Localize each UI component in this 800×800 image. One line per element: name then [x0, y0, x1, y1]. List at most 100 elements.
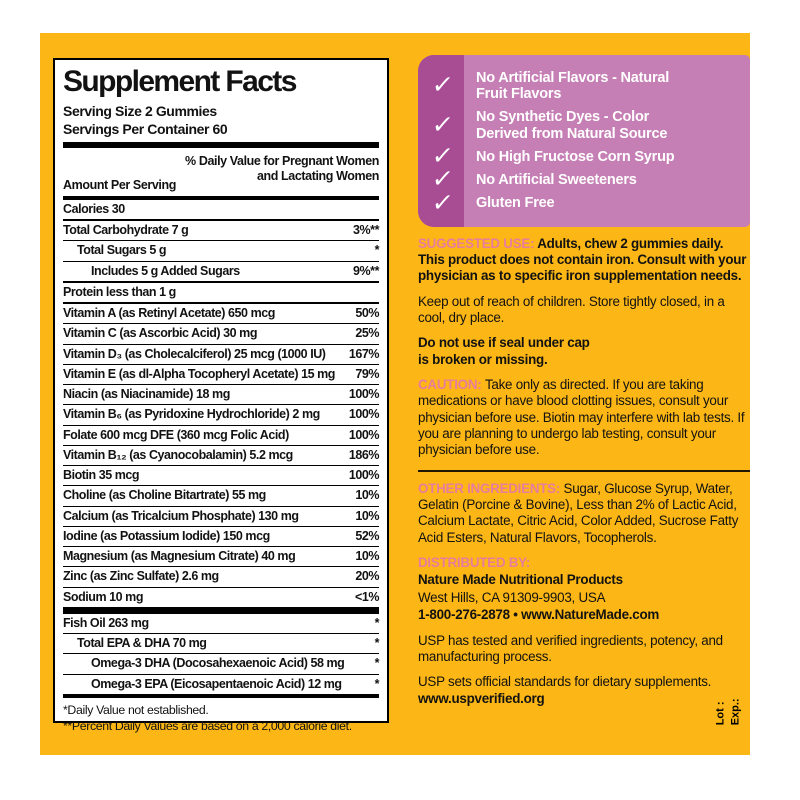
usage-paragraph: DISTRIBUTED BY:: [418, 555, 750, 571]
lot-exp-label: Lot : Exp.:: [714, 699, 744, 726]
claim-text: No Artificial Sweeteners: [476, 172, 637, 189]
nutrient-value: *: [374, 615, 380, 630]
nutrient-row: Biotin 35 mcg 100%: [63, 466, 379, 487]
serving-size: Serving Size 2 Gummies: [63, 102, 217, 119]
nutrient-row: Sodium 10 mg <1%: [63, 588, 379, 614]
check-icon: ✓: [430, 188, 455, 217]
section-label: OTHER INGREDIENTS:: [418, 480, 564, 496]
nutrient-name: Choline (as Choline Bitartrate) 55 mg: [63, 488, 266, 503]
usage-paragraph: Keep out of reach of children. Store tig…: [418, 294, 750, 327]
nutrient-value: 25%: [355, 326, 379, 341]
nutrient-value: *: [374, 656, 380, 671]
nutrient-name: Sodium 10 mg: [63, 589, 144, 604]
claim-item: ✓ No Artificial Sweeteners: [430, 165, 742, 193]
nutrient-name: Omega-3 DHA (Docosahexaenoic Acid) 58 mg: [91, 656, 345, 671]
lot-label: Lot :: [714, 701, 727, 726]
nutrient-name: Calories 30: [63, 201, 125, 216]
text-segment: Keep out of reach of children. Store tig…: [418, 293, 725, 326]
nutrient-row: Total EPA & DHA 70 mg *: [63, 634, 380, 655]
section-label: SUGGESTED USE:: [418, 235, 538, 251]
nutrient-row: Vitamin C (as Ascorbic Acid) 30 mg 25%: [63, 324, 379, 345]
nutrient-value: 10%: [355, 488, 379, 503]
nutrient-name: Fish Oil 263 mg: [63, 615, 149, 630]
nutrient-value: 3%**: [353, 223, 379, 238]
text-segment: USP has tested and verified ingredients,…: [418, 632, 723, 664]
header-divider: [63, 195, 379, 200]
nutrient-row: Vitamin B₆ (as Pyridoxine Hydrochloride)…: [63, 405, 380, 426]
text-segment: Nature Made Nutritional Products: [418, 572, 623, 588]
nutrient-name: Biotin 35 mcg: [63, 468, 140, 483]
nutrient-row: Calories 30: [63, 200, 379, 222]
usage-paragraph: CAUTION: Take only as directed. If you a…: [418, 377, 750, 459]
usage-paragraph: USP has tested and verified ingredients,…: [418, 633, 750, 666]
yellow-panel: Supplement Facts Serving Size 2 Gummies …: [40, 33, 750, 755]
usage-paragraph: SUGGESTED USE: Adults, chew 2 gummies da…: [418, 236, 750, 285]
footnotes: *Daily Value not established. **Percent D…: [63, 703, 379, 735]
text-segment: USP sets official standards for dietary …: [418, 674, 712, 690]
nutrient-row: Magnesium (as Magnesium Citrate) 40 mg 10…: [63, 547, 379, 568]
supplement-facts-box: Supplement Facts Serving Size 2 Gummies …: [53, 58, 389, 733]
usage-paragraph: Do not use if seal under cap is broken o…: [418, 335, 750, 368]
exp-label: Exp.:: [729, 698, 742, 726]
nutrient-value: 10%: [355, 508, 379, 523]
section-label: DISTRIBUTED BY:: [418, 555, 531, 571]
nutrient-row: Total Carbohydrate 7 g 3%**: [63, 221, 379, 242]
nutrient-name: Includes 5 g Added Sugars: [91, 263, 240, 278]
usage-info: SUGGESTED USE: Adults, chew 2 gummies da…: [418, 236, 750, 707]
nutrient-value: 20%: [355, 569, 379, 584]
nutrient-name: Vitamin B₆ (as Pyridoxine Hydrochloride)…: [63, 407, 320, 422]
footnote-line: **Percent Daily Values are based on a 2,…: [63, 718, 352, 733]
servings-per-container: Servings Per Container 60: [63, 120, 228, 137]
nutrient-name: Magnesium (as Magnesium Citrate) 40 mg: [63, 549, 296, 564]
nutrient-name: Iodine (as Potassium Iodide) 150 mcg: [63, 528, 270, 543]
nutrient-name: Vitamin A (as Retinyl Acetate) 650 mcg: [63, 306, 275, 321]
claims-strip: [418, 55, 464, 227]
nutrient-name: Total Sugars 5 g: [77, 243, 167, 258]
nutrient-row: Omega-3 DHA (Docosahexaenoic Acid) 58 mg…: [63, 654, 380, 675]
nutrient-row: Vitamin A (as Retinyl Acetate) 650 mcg 50…: [63, 304, 379, 325]
claim-text: Gluten Free: [476, 195, 555, 212]
nutrient-value: 9%**: [353, 263, 379, 278]
text-segment: West Hills, CA 91309-9903, USA: [418, 589, 606, 605]
section-divider: [418, 469, 750, 472]
text-segment: Adults, chew 2 gummies daily. This produ…: [418, 235, 747, 284]
nutrient-row: Protein less than 1 g: [63, 283, 379, 305]
claim-item: ✓ No High Fructose Corn Syrup: [430, 142, 742, 170]
check-icon: ✓: [430, 71, 455, 100]
nutrient-name: Vitamin C (as Ascorbic Acid) 30 mg: [63, 326, 258, 341]
usage-paragraph: USP sets official standards for dietary …: [418, 674, 750, 707]
footnote-line: *Daily Value not established.: [63, 702, 209, 717]
nutrient-name: Protein less than 1 g: [63, 284, 176, 299]
claim-text: No Synthetic Dyes - Color Derived from N…: [476, 109, 668, 142]
right-column: ✓ No Artificial Flavors - Natural Fruit F…: [418, 55, 750, 707]
text-segment: www.uspverified.org: [418, 690, 545, 706]
text-segment: Do not use if seal under cap is broken o…: [418, 335, 590, 367]
check-icon: ✓: [430, 110, 455, 139]
daily-value-header: % Daily Value for Pregnant Women and Lac…: [185, 153, 379, 183]
usage-paragraph: 1-800-276-2878 • www.NatureMade.com: [418, 607, 750, 623]
claim-item: ✓ No Artificial Flavors - Natural Fruit F…: [430, 70, 742, 102]
nutrient-row: Fish Oil 263 mg *: [63, 614, 380, 635]
nutrient-row: Zinc (as Zinc Sulfate) 2.6 mg 20%: [63, 567, 379, 588]
nutrient-value: 186%: [348, 447, 380, 462]
nutrient-value: 10%: [355, 549, 379, 564]
nutrient-row: Vitamin E (as dl-Alpha Tocopheryl Acetat…: [63, 365, 379, 386]
nutrient-name: Vitamin E (as dl-Alpha Tocopheryl Acetat…: [63, 366, 335, 381]
nutrient-row: Vitamin D₃ (as Cholecalciferol) 25 mcg (…: [63, 345, 379, 365]
nutrient-value: 100%: [348, 407, 380, 422]
usage-paragraph: Nature Made Nutritional Products: [418, 572, 750, 588]
nutrient-value: 100%: [348, 387, 380, 402]
column-headers: Amount Per Serving % Daily Value for Pre…: [63, 150, 379, 194]
thick-divider: [63, 141, 379, 148]
nutrient-value: 52%: [355, 528, 379, 543]
nutrient-row: Total Sugars 5 g *: [63, 241, 379, 262]
facts-rows: Calories 30 Total Carbohydrate 7 g 3%** Tot…: [63, 200, 379, 698]
nutrient-value: 167%: [348, 346, 380, 361]
nutrient-row: Choline (as Choline Bitartrate) 55 mg 10%: [63, 486, 379, 507]
nutrient-row: Calcium (as Tricalcium Phosphate) 130 mg…: [63, 507, 379, 527]
nutrient-value: 100%: [348, 427, 380, 442]
claims-box: ✓ No Artificial Flavors - Natural Fruit F…: [418, 55, 750, 227]
nutrient-value: *: [374, 636, 380, 651]
nutrient-value: <1%: [354, 589, 379, 604]
